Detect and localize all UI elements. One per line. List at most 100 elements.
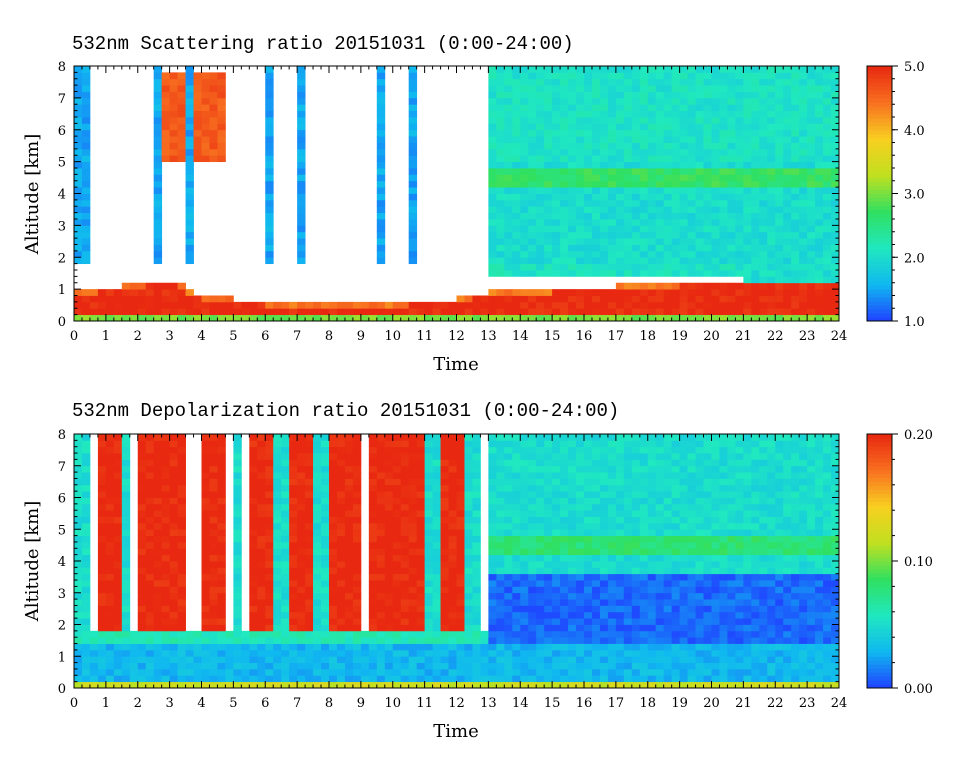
heatmap-cell bbox=[544, 161, 553, 169]
heatmap-cell bbox=[209, 117, 218, 124]
heatmap-cell bbox=[257, 611, 266, 619]
heatmap-cell bbox=[775, 238, 784, 245]
heatmap-cell bbox=[289, 510, 298, 517]
heatmap-cell bbox=[74, 193, 83, 201]
heatmap-cell bbox=[265, 161, 274, 169]
heatmap-cell bbox=[145, 554, 155, 562]
heatmap-cell bbox=[552, 301, 561, 309]
heatmap-cell bbox=[376, 117, 386, 124]
heatmap-cell bbox=[536, 85, 545, 92]
heatmap-cell bbox=[560, 561, 569, 568]
heatmap-cell bbox=[512, 199, 521, 207]
heatmap-cell bbox=[169, 605, 178, 613]
heatmap-cell bbox=[703, 66, 712, 73]
heatmap-cell bbox=[759, 187, 768, 194]
heatmap-cell bbox=[384, 656, 394, 663]
heatmap-cell bbox=[74, 497, 83, 505]
heatmap-cell bbox=[209, 453, 218, 460]
heatmap-cell bbox=[536, 649, 545, 657]
heatmap-cell bbox=[823, 117, 832, 124]
heatmap-cell bbox=[177, 97, 186, 105]
heatmap-cell bbox=[384, 478, 394, 486]
heatmap-cell bbox=[448, 548, 457, 556]
colorbar-swatch bbox=[867, 149, 892, 155]
heatmap-cell bbox=[496, 231, 505, 239]
heatmap-cell bbox=[273, 624, 282, 632]
heatmap-cell bbox=[703, 129, 712, 137]
heatmap-cell bbox=[177, 668, 186, 676]
heatmap-cell bbox=[456, 453, 465, 460]
heatmap-cell bbox=[368, 611, 378, 619]
heatmap-cell bbox=[81, 491, 91, 498]
heatmap-cell bbox=[201, 459, 210, 467]
heatmap-cell bbox=[671, 136, 681, 143]
heatmap-cell bbox=[751, 257, 760, 265]
heatmap-cell bbox=[568, 618, 577, 625]
heatmap-cell bbox=[783, 78, 792, 86]
heatmap-cell bbox=[392, 624, 402, 632]
heatmap-cell bbox=[552, 554, 561, 562]
heatmap-cell bbox=[440, 465, 449, 473]
heatmap-cell bbox=[647, 314, 657, 322]
heatmap-cell bbox=[751, 276, 760, 284]
heatmap-cell bbox=[289, 516, 298, 524]
heatmap-cell bbox=[767, 66, 776, 73]
heatmap-cell bbox=[97, 301, 107, 309]
heatmap-cell bbox=[743, 136, 752, 143]
heatmap-cell bbox=[217, 592, 226, 600]
heatmap-cell bbox=[584, 263, 593, 271]
heatmap-cell bbox=[719, 129, 728, 137]
heatmap-cell bbox=[663, 123, 673, 131]
heatmap-cell bbox=[137, 516, 147, 524]
heatmap-cell bbox=[751, 142, 760, 150]
heatmap-cell bbox=[289, 561, 298, 568]
x-tick-label: 22 bbox=[767, 329, 784, 344]
heatmap-cell bbox=[408, 193, 418, 201]
heatmap-cell bbox=[408, 453, 418, 460]
heatmap-cell bbox=[305, 510, 314, 517]
heatmap-cell bbox=[807, 289, 816, 296]
heatmap-cell bbox=[408, 244, 418, 252]
heatmap-cell bbox=[297, 104, 306, 112]
heatmap-cell bbox=[153, 573, 163, 581]
heatmap-cell bbox=[512, 554, 521, 562]
heatmap-cell bbox=[153, 104, 163, 112]
heatmap-cell bbox=[408, 586, 418, 594]
heatmap-cell bbox=[552, 668, 561, 676]
heatmap-cell bbox=[273, 484, 282, 492]
heatmap-cell bbox=[368, 516, 378, 524]
heatmap-cell bbox=[623, 142, 633, 150]
heatmap-cell bbox=[576, 503, 585, 511]
heatmap-cell bbox=[193, 155, 202, 163]
heatmap-cell bbox=[655, 225, 665, 233]
heatmap-cell bbox=[97, 561, 107, 568]
heatmap-cell bbox=[169, 567, 178, 575]
heatmap-cell bbox=[599, 219, 609, 226]
heatmap-cell bbox=[607, 136, 617, 143]
heatmap-cell bbox=[352, 637, 362, 644]
heatmap-cell bbox=[719, 289, 728, 296]
heatmap-cell bbox=[297, 231, 306, 239]
heatmap-cell bbox=[81, 637, 91, 644]
heatmap-cell bbox=[408, 136, 418, 143]
heatmap-cell bbox=[799, 257, 808, 265]
heatmap-cell bbox=[472, 478, 481, 486]
heatmap-cell bbox=[496, 72, 505, 80]
heatmap-cell bbox=[105, 630, 115, 638]
heatmap-cell bbox=[113, 637, 123, 644]
heatmap-cell bbox=[105, 592, 115, 600]
heatmap-cell bbox=[663, 289, 673, 296]
heatmap-cell bbox=[599, 66, 609, 73]
heatmap-cell bbox=[520, 193, 529, 201]
heatmap-cell bbox=[791, 136, 800, 143]
heatmap-cell bbox=[281, 314, 290, 322]
heatmap-cell bbox=[193, 117, 202, 124]
heatmap-cell bbox=[137, 529, 147, 536]
heatmap-cell bbox=[305, 561, 314, 568]
heatmap-cell bbox=[201, 535, 210, 543]
heatmap-cell bbox=[416, 611, 426, 619]
heatmap-cell bbox=[711, 155, 720, 163]
heatmap-cell bbox=[647, 270, 657, 277]
heatmap-cell bbox=[576, 618, 585, 625]
heatmap-cell bbox=[695, 244, 704, 252]
